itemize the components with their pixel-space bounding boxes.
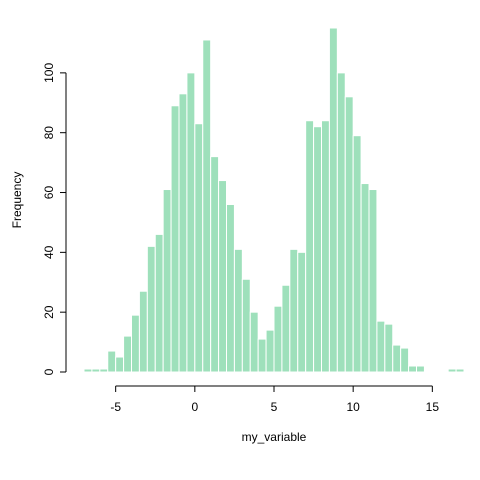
bar — [107, 350, 117, 373]
bar — [257, 338, 267, 373]
x-tick-label: -5 — [110, 400, 121, 414]
bar — [123, 335, 133, 373]
bar — [368, 189, 378, 373]
x-tick-label: 5 — [271, 400, 278, 414]
bar — [336, 72, 346, 373]
y-axis-label: Frequency — [10, 172, 24, 229]
y-tick-label: 80 — [42, 126, 56, 140]
bar — [194, 123, 204, 373]
y-tick-label: 60 — [42, 186, 56, 200]
bar — [297, 251, 307, 373]
bar — [99, 368, 109, 373]
bar — [360, 183, 370, 373]
bar — [408, 365, 418, 373]
bar — [210, 156, 220, 373]
bar — [91, 368, 101, 373]
y-tick-label: 100 — [42, 63, 56, 83]
bar — [241, 278, 251, 373]
bar — [170, 105, 180, 373]
bar — [344, 96, 354, 373]
x-tick-label: 0 — [191, 400, 198, 414]
bar — [289, 248, 299, 373]
bar — [328, 27, 338, 373]
bar — [400, 347, 410, 373]
bar — [131, 314, 140, 373]
y-tick-label: 40 — [42, 245, 56, 259]
y-tick-label: 0 — [42, 368, 56, 375]
bar — [313, 126, 323, 373]
bar — [146, 245, 156, 373]
bar — [218, 180, 227, 373]
bar — [416, 365, 425, 373]
y-tick-label: 20 — [42, 305, 56, 319]
bar — [305, 120, 315, 373]
bar — [226, 203, 235, 373]
bar — [249, 311, 259, 373]
bar — [233, 248, 243, 373]
bar — [376, 320, 386, 373]
bar — [115, 356, 125, 373]
bar — [321, 120, 330, 373]
bar — [138, 290, 148, 373]
x-axis-label: my_variable — [242, 430, 307, 444]
x-tick-label: 15 — [426, 400, 440, 414]
bar — [162, 189, 172, 373]
bar — [447, 368, 457, 373]
bar — [186, 72, 196, 373]
bar — [178, 93, 188, 373]
bar — [455, 368, 465, 373]
bar — [281, 284, 291, 373]
bar — [273, 305, 283, 373]
x-tick-label: 10 — [346, 400, 360, 414]
bar — [202, 39, 212, 373]
bar — [83, 368, 93, 373]
bar — [384, 323, 394, 373]
bar — [352, 135, 362, 373]
bar — [265, 329, 275, 373]
bar — [154, 233, 164, 373]
bar — [392, 344, 402, 373]
